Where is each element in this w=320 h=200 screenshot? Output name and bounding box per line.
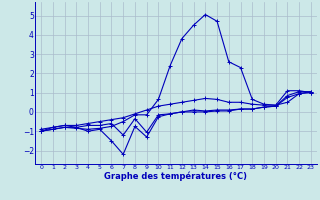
X-axis label: Graphe des températures (°C): Graphe des températures (°C) [105, 172, 247, 181]
